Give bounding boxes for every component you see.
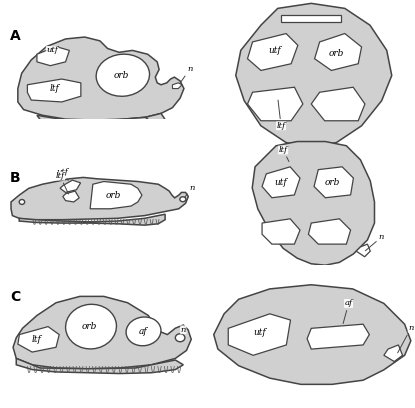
- Polygon shape: [314, 167, 354, 198]
- Text: n: n: [365, 233, 384, 251]
- Polygon shape: [307, 324, 369, 349]
- Polygon shape: [308, 219, 351, 244]
- Text: orb: orb: [82, 322, 97, 331]
- Polygon shape: [315, 33, 361, 71]
- Polygon shape: [214, 285, 411, 384]
- Polygon shape: [262, 167, 300, 198]
- Ellipse shape: [19, 200, 24, 204]
- Text: utf: utf: [57, 168, 69, 180]
- Polygon shape: [281, 15, 342, 22]
- Text: utf: utf: [253, 328, 266, 337]
- Polygon shape: [16, 358, 183, 374]
- Polygon shape: [262, 219, 300, 244]
- Polygon shape: [11, 177, 188, 220]
- Polygon shape: [18, 327, 59, 352]
- Polygon shape: [356, 244, 370, 257]
- Text: orb: orb: [329, 49, 344, 58]
- Polygon shape: [60, 180, 81, 193]
- Polygon shape: [90, 182, 142, 209]
- Text: ltf: ltf: [32, 335, 42, 344]
- Text: A: A: [10, 29, 21, 43]
- Polygon shape: [252, 142, 374, 265]
- Text: utf: utf: [268, 46, 281, 55]
- Polygon shape: [37, 47, 69, 66]
- Polygon shape: [311, 87, 365, 121]
- Text: B: B: [10, 171, 20, 184]
- Ellipse shape: [66, 304, 117, 349]
- Polygon shape: [236, 3, 392, 148]
- Text: utf: utf: [46, 47, 58, 54]
- Polygon shape: [146, 113, 165, 125]
- Polygon shape: [37, 115, 151, 133]
- Text: orb: orb: [105, 191, 121, 200]
- Text: orb: orb: [325, 178, 340, 187]
- Ellipse shape: [96, 54, 149, 96]
- Text: ltf: ltf: [56, 172, 68, 194]
- Text: ltf: ltf: [49, 84, 59, 93]
- Polygon shape: [63, 191, 79, 202]
- Text: n: n: [185, 184, 195, 197]
- Text: n: n: [181, 326, 186, 334]
- Polygon shape: [228, 314, 290, 355]
- Text: orb: orb: [113, 71, 129, 80]
- Ellipse shape: [126, 317, 161, 346]
- Polygon shape: [173, 83, 182, 89]
- Text: ltf: ltf: [276, 100, 286, 130]
- Text: n: n: [398, 324, 413, 353]
- Text: n: n: [180, 66, 192, 84]
- Text: C: C: [10, 290, 20, 304]
- Ellipse shape: [180, 197, 186, 202]
- Polygon shape: [247, 87, 303, 121]
- Polygon shape: [384, 345, 403, 361]
- Polygon shape: [247, 33, 298, 71]
- Polygon shape: [13, 296, 191, 369]
- Text: af: af: [343, 299, 353, 324]
- Text: ltf: ltf: [278, 146, 289, 162]
- Text: utf: utf: [274, 178, 287, 187]
- Text: af: af: [139, 327, 148, 336]
- Polygon shape: [18, 37, 184, 120]
- Polygon shape: [27, 79, 81, 102]
- Polygon shape: [19, 214, 165, 225]
- Ellipse shape: [176, 334, 185, 342]
